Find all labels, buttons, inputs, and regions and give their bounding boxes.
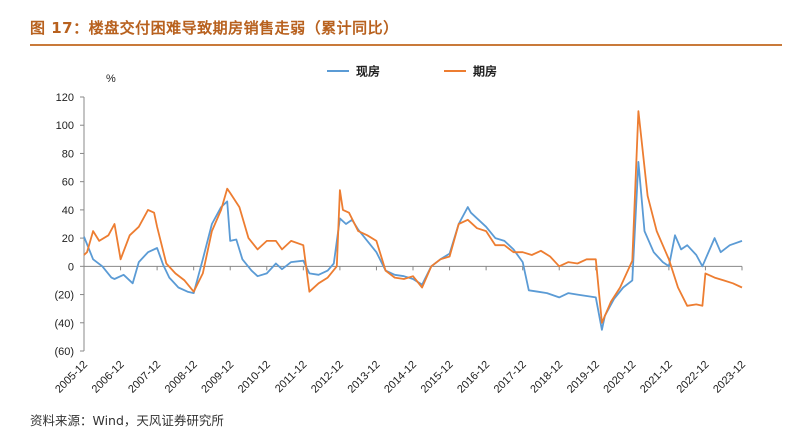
y-tick-label: 100 <box>56 120 74 132</box>
x-tick-label: 2013-12 <box>346 359 383 396</box>
y-tick-label: (40) <box>54 318 74 330</box>
y-tick-label: 120 <box>56 92 74 104</box>
x-tick-label: 2008-12 <box>163 359 200 396</box>
y-tick-label: 40 <box>62 205 74 217</box>
chart-title: 图 17：楼盘交付困难导致期房销售走弱（累计同比） <box>30 19 399 37</box>
y-tick-label: 20 <box>62 233 74 245</box>
series-layer <box>83 110 743 331</box>
x-tick-label: 2014-12 <box>382 359 419 396</box>
source-note: 资料来源：Wind，天风证券研究所 <box>30 413 224 428</box>
legend: 现房 期房 <box>327 64 497 79</box>
y-tick-label: (20) <box>54 290 74 302</box>
series-line-forward <box>83 110 743 324</box>
y-tick-label: (60) <box>54 346 74 358</box>
x-tick-label: 2019-12 <box>565 359 602 396</box>
x-tick-label: 2011-12 <box>273 359 309 395</box>
x-tick-label: 2016-12 <box>455 359 492 396</box>
y-tick-label: 80 <box>62 148 74 160</box>
x-tick-label: 2021-12 <box>638 359 675 396</box>
x-tick-label: 2010-12 <box>236 359 273 396</box>
y-unit-label: % <box>106 73 116 85</box>
legend-label-forward: 期房 <box>473 64 497 79</box>
legend-label-spot: 现房 <box>356 64 380 79</box>
series-line-spot <box>83 161 743 331</box>
x-tick-label: 2017-12 <box>492 359 529 396</box>
title-divider <box>30 44 782 46</box>
x-tick-label: 2022-12 <box>675 359 712 396</box>
y-tick-label: 0 <box>68 261 74 273</box>
x-tick-label: 2018-12 <box>528 359 565 396</box>
x-tick-label: 2006-12 <box>90 359 127 396</box>
y-tick-label: 60 <box>62 177 74 189</box>
axes: % 120 100 80 60 40 20 0 (20) (40) (60)2005-12 2006-… <box>53 73 748 396</box>
x-tick-label: 2005-12 <box>53 359 90 396</box>
x-tick-label: 2023-12 <box>711 359 748 396</box>
x-tick-label: 2009-12 <box>199 359 236 396</box>
x-tick-label: 2012-12 <box>309 359 346 396</box>
x-tick-label: 2007-12 <box>126 359 163 396</box>
x-tick-label: 2020-12 <box>601 359 638 396</box>
x-tick-label: 2015-12 <box>419 359 456 396</box>
